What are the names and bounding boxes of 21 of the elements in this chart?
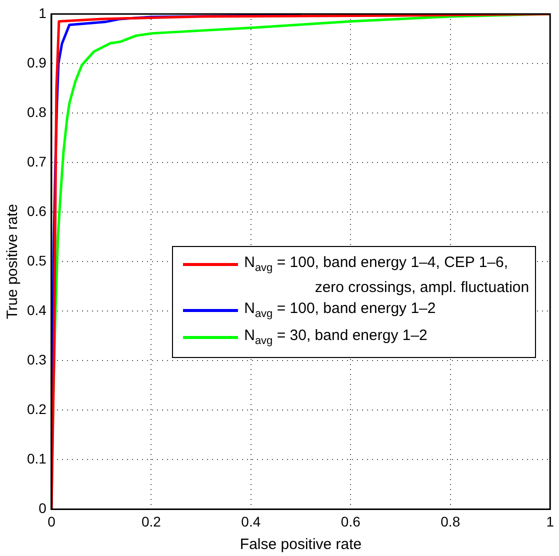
y-tick-label: 0.1 bbox=[26, 450, 47, 467]
x-tick-label: 0.6 bbox=[340, 513, 361, 530]
x-tick-label: 0.8 bbox=[440, 513, 460, 530]
x-tick-label: 0.2 bbox=[141, 513, 162, 530]
legend-label: N$_{avg}$ = 100, band energy 1–4, CEP 1–6, zero crossings, ampl. fluctuation bbox=[244, 252, 530, 297]
y-tick-label: 0.4 bbox=[26, 302, 47, 318]
x-axis-title: False positive rate bbox=[240, 536, 362, 554]
legend-label: N$_{avg}$ = 100, band energy 1–2 bbox=[244, 298, 436, 322]
y-tick-label: 0.2 bbox=[26, 401, 47, 418]
y-tick-label: 0 bbox=[38, 500, 47, 516]
y-tick-label: 1 bbox=[38, 4, 47, 21]
y-tick-label: 0.3 bbox=[26, 352, 47, 368]
y-tick-label: 0.8 bbox=[26, 104, 47, 120]
y-axis-title: True positive rate bbox=[4, 204, 22, 320]
y-tick-label: 0.9 bbox=[26, 54, 47, 70]
y-tick-label: 0.6 bbox=[26, 202, 47, 219]
y-tick-label: 0.7 bbox=[26, 153, 47, 170]
y-tick-label: 0.5 bbox=[26, 252, 47, 268]
legend-label: N$_{avg}$ = 30, band energy 1–2 bbox=[244, 326, 428, 349]
x-tick-label: 0.4 bbox=[241, 513, 261, 530]
x-tick-label: 1 bbox=[546, 513, 554, 530]
